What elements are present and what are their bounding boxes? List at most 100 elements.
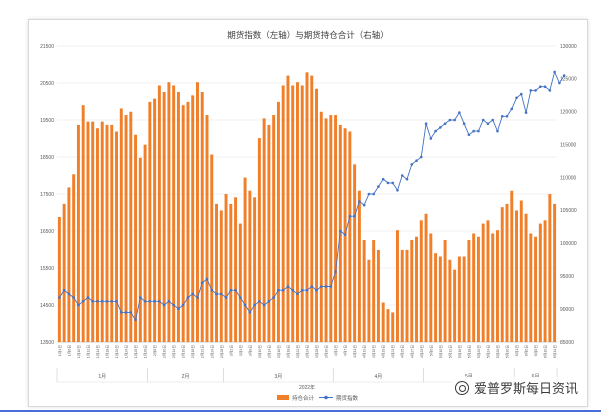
bar bbox=[429, 233, 433, 342]
bar bbox=[238, 223, 242, 342]
bar bbox=[410, 240, 414, 342]
index-point bbox=[381, 177, 385, 181]
bar bbox=[219, 210, 223, 342]
bar bbox=[524, 213, 528, 342]
x-tick-label: 1月18日 bbox=[105, 345, 110, 358]
x-tick-label: 1月20日 bbox=[114, 345, 119, 358]
index-point bbox=[324, 285, 328, 288]
index-point bbox=[119, 311, 123, 314]
bar bbox=[200, 92, 204, 343]
bar bbox=[215, 203, 218, 342]
x-tick-label: 1月12日 bbox=[85, 345, 90, 358]
index-point bbox=[300, 288, 304, 292]
wechat-icon bbox=[454, 380, 469, 395]
left-tick-label: 18500 bbox=[40, 155, 54, 161]
x-tick-label: 2月28日 bbox=[219, 345, 224, 358]
bar bbox=[76, 124, 80, 342]
x-tick-label: 1月26日 bbox=[133, 345, 138, 358]
bar bbox=[172, 85, 176, 342]
right-tick-label: 120000 bbox=[560, 110, 577, 116]
bar bbox=[348, 131, 352, 342]
index-point bbox=[558, 81, 561, 85]
index-point bbox=[181, 303, 185, 307]
bar bbox=[167, 82, 171, 342]
x-tick-label: 5月26日 bbox=[495, 345, 500, 358]
index-point bbox=[524, 111, 528, 114]
bar bbox=[505, 203, 509, 342]
bar bbox=[357, 190, 361, 342]
x-tick-label: 4月15日 bbox=[371, 345, 376, 358]
bar bbox=[186, 101, 190, 343]
bar bbox=[529, 233, 533, 342]
index-point bbox=[86, 296, 90, 299]
index-point bbox=[391, 181, 395, 185]
index-point bbox=[205, 277, 209, 281]
x-tick-label: 1月24日 bbox=[124, 345, 129, 358]
left-tick-label: 14500 bbox=[40, 303, 54, 309]
bar bbox=[476, 236, 480, 342]
bar bbox=[486, 220, 490, 342]
bar bbox=[324, 118, 328, 342]
index-point bbox=[62, 288, 66, 292]
index-point bbox=[315, 288, 318, 292]
left-axis: 13500 14500 15500 16500 17500 18500 19500 20500… bbox=[40, 44, 54, 346]
index-point bbox=[139, 296, 142, 299]
index-point bbox=[105, 300, 109, 303]
x-tick-label: 5月20日 bbox=[476, 345, 481, 358]
year-label: 2022年 bbox=[299, 384, 315, 391]
x-tick-label: 3月14日 bbox=[266, 345, 271, 358]
bar bbox=[72, 174, 76, 342]
index-point bbox=[377, 185, 380, 188]
x-tick-label: 3月30日 bbox=[324, 345, 329, 358]
index-point bbox=[467, 133, 471, 137]
right-tick-label: 115000 bbox=[560, 142, 577, 148]
x-tick-label: 3月4日 bbox=[238, 345, 243, 356]
index-point bbox=[334, 270, 337, 273]
x-tick-label: 5月16日 bbox=[457, 345, 462, 358]
x-tick-label: 1月4日 bbox=[57, 345, 62, 356]
x-tick-label: 4月27日 bbox=[409, 345, 414, 358]
x-tick-label: 3月16日 bbox=[276, 345, 281, 358]
bar bbox=[453, 269, 457, 342]
left-tick-label: 21500 bbox=[40, 44, 54, 50]
bar bbox=[367, 259, 371, 342]
x-tick-label: 4月11日 bbox=[352, 345, 357, 358]
index-point bbox=[267, 300, 271, 303]
left-tick-label: 19500 bbox=[40, 118, 54, 124]
index-point bbox=[553, 70, 556, 74]
bar bbox=[300, 85, 304, 342]
bar bbox=[391, 312, 395, 342]
x-tick-label: 2月24日 bbox=[209, 345, 214, 358]
right-axis: 85000 90000 95000 100000 105000 110000 115000 1… bbox=[560, 44, 577, 346]
index-point bbox=[148, 300, 152, 303]
index-point bbox=[286, 285, 290, 288]
bar bbox=[372, 240, 376, 342]
index-point bbox=[477, 129, 480, 133]
index-point bbox=[210, 288, 214, 292]
bar bbox=[138, 157, 142, 342]
bar bbox=[115, 131, 118, 342]
index-point bbox=[453, 118, 456, 122]
x-tick-label: 4月1日 bbox=[333, 345, 338, 356]
index-point bbox=[443, 122, 447, 125]
bar bbox=[157, 85, 161, 342]
bar bbox=[415, 236, 418, 342]
index-point bbox=[534, 89, 537, 92]
bar bbox=[181, 105, 185, 342]
x-tick-label: 2月22日 bbox=[200, 345, 205, 358]
bar bbox=[124, 115, 128, 342]
bar bbox=[448, 259, 452, 342]
bar bbox=[481, 223, 485, 342]
index-point bbox=[405, 177, 409, 181]
index-point bbox=[519, 92, 523, 96]
x-tick-label: 5月30日 bbox=[505, 345, 510, 358]
index-point bbox=[396, 189, 399, 192]
bar bbox=[176, 92, 180, 343]
index-point bbox=[219, 292, 223, 296]
bar bbox=[253, 197, 257, 342]
x-tick-label: 3月18日 bbox=[285, 345, 290, 358]
index-point bbox=[462, 122, 466, 125]
index-point bbox=[224, 296, 228, 299]
bar bbox=[110, 124, 114, 342]
month-label: 1月 bbox=[98, 374, 106, 380]
